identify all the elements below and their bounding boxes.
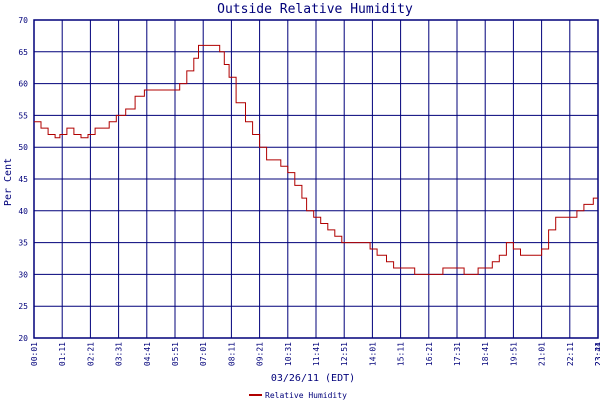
y-tick-label: 65 xyxy=(18,48,28,57)
x-tick-label: 18:41 xyxy=(481,342,490,366)
x-tick-label: 10:31 xyxy=(284,342,293,366)
x-tick-labels: 00:01 01:11 02:21 03:31 04:41 05:51 07:01 08:11… xyxy=(30,342,600,366)
series-layer xyxy=(34,44,598,275)
x-tick-label: 23:21 xyxy=(594,342,600,366)
x-tick-label: 01:11 xyxy=(58,342,67,366)
y-tick-label: 55 xyxy=(18,111,28,120)
x-tick-label: 07:01 xyxy=(199,342,208,366)
gridlines xyxy=(33,19,599,339)
x-tick-label: 04:41 xyxy=(143,342,152,366)
x-tick-label: 05:51 xyxy=(171,342,180,366)
x-tick-label: 19:51 xyxy=(509,342,518,366)
x-tick-label: 08:11 xyxy=(227,342,236,366)
chart-title: Outside Relative Humidity xyxy=(217,2,413,17)
x-tick-label: 02:21 xyxy=(86,342,95,366)
legend: Relative Humidity xyxy=(249,391,347,400)
x-tick-label: 23:44 xyxy=(594,342,600,366)
x-tick-label: 03:31 xyxy=(115,342,124,366)
x-tick-label: 11:41 xyxy=(312,342,321,366)
x-tick-label: 14:01 xyxy=(368,342,377,366)
y-tick-label: 20 xyxy=(18,334,28,343)
y-tick-label: 25 xyxy=(18,302,28,311)
y-axis-label: Per Cent xyxy=(3,158,14,206)
series-line xyxy=(34,44,598,275)
x-tick-label: 09:21 xyxy=(256,342,265,366)
y-tick-label: 50 xyxy=(18,143,28,152)
x-axis-label: 03/26/11 (EDT) xyxy=(271,373,355,384)
y-tick-label: 40 xyxy=(18,207,28,216)
x-tick-label: 12:51 xyxy=(340,342,349,366)
y-tick-label: 35 xyxy=(18,239,28,248)
y-tick-label: 45 xyxy=(18,175,28,184)
x-tick-label: 15:11 xyxy=(397,342,406,366)
x-tick-label: 16:21 xyxy=(425,342,434,366)
x-tick-label: 17:31 xyxy=(453,342,462,366)
y-tick-label: 30 xyxy=(18,270,28,279)
y-tick-label: 70 xyxy=(18,16,28,25)
x-tick-label: 00:01 xyxy=(30,342,39,366)
legend-label: Relative Humidity xyxy=(265,391,347,400)
x-tick-label: 21:01 xyxy=(538,342,547,366)
y-tick-labels: 20 25 30 35 40 45 50 55 60 65 70 xyxy=(18,16,28,343)
plot-area xyxy=(33,19,599,339)
x-tick-label: 22:11 xyxy=(566,342,575,366)
y-tick-label: 60 xyxy=(18,80,28,89)
